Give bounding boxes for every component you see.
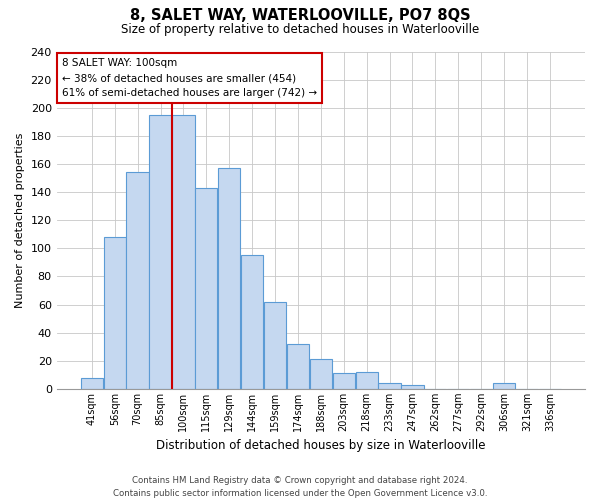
- Bar: [310, 360, 332, 389]
- Bar: [332, 374, 355, 389]
- Bar: [401, 384, 424, 389]
- Text: Contains HM Land Registry data © Crown copyright and database right 2024.
Contai: Contains HM Land Registry data © Crown c…: [113, 476, 487, 498]
- Bar: [104, 237, 126, 389]
- Bar: [493, 384, 515, 389]
- Bar: [80, 378, 103, 389]
- Bar: [379, 384, 401, 389]
- Bar: [264, 302, 286, 389]
- Bar: [195, 188, 217, 389]
- Bar: [356, 372, 378, 389]
- Text: 8 SALET WAY: 100sqm
← 38% of detached houses are smaller (454)
61% of semi-detac: 8 SALET WAY: 100sqm ← 38% of detached ho…: [62, 58, 317, 98]
- Text: Size of property relative to detached houses in Waterlooville: Size of property relative to detached ho…: [121, 22, 479, 36]
- Text: 8, SALET WAY, WATERLOOVILLE, PO7 8QS: 8, SALET WAY, WATERLOOVILLE, PO7 8QS: [130, 8, 470, 22]
- Y-axis label: Number of detached properties: Number of detached properties: [15, 132, 25, 308]
- Bar: [287, 344, 309, 389]
- Bar: [241, 256, 263, 389]
- Bar: [218, 168, 241, 389]
- X-axis label: Distribution of detached houses by size in Waterlooville: Distribution of detached houses by size …: [156, 440, 485, 452]
- Bar: [149, 115, 172, 389]
- Bar: [172, 115, 194, 389]
- Bar: [127, 172, 149, 389]
